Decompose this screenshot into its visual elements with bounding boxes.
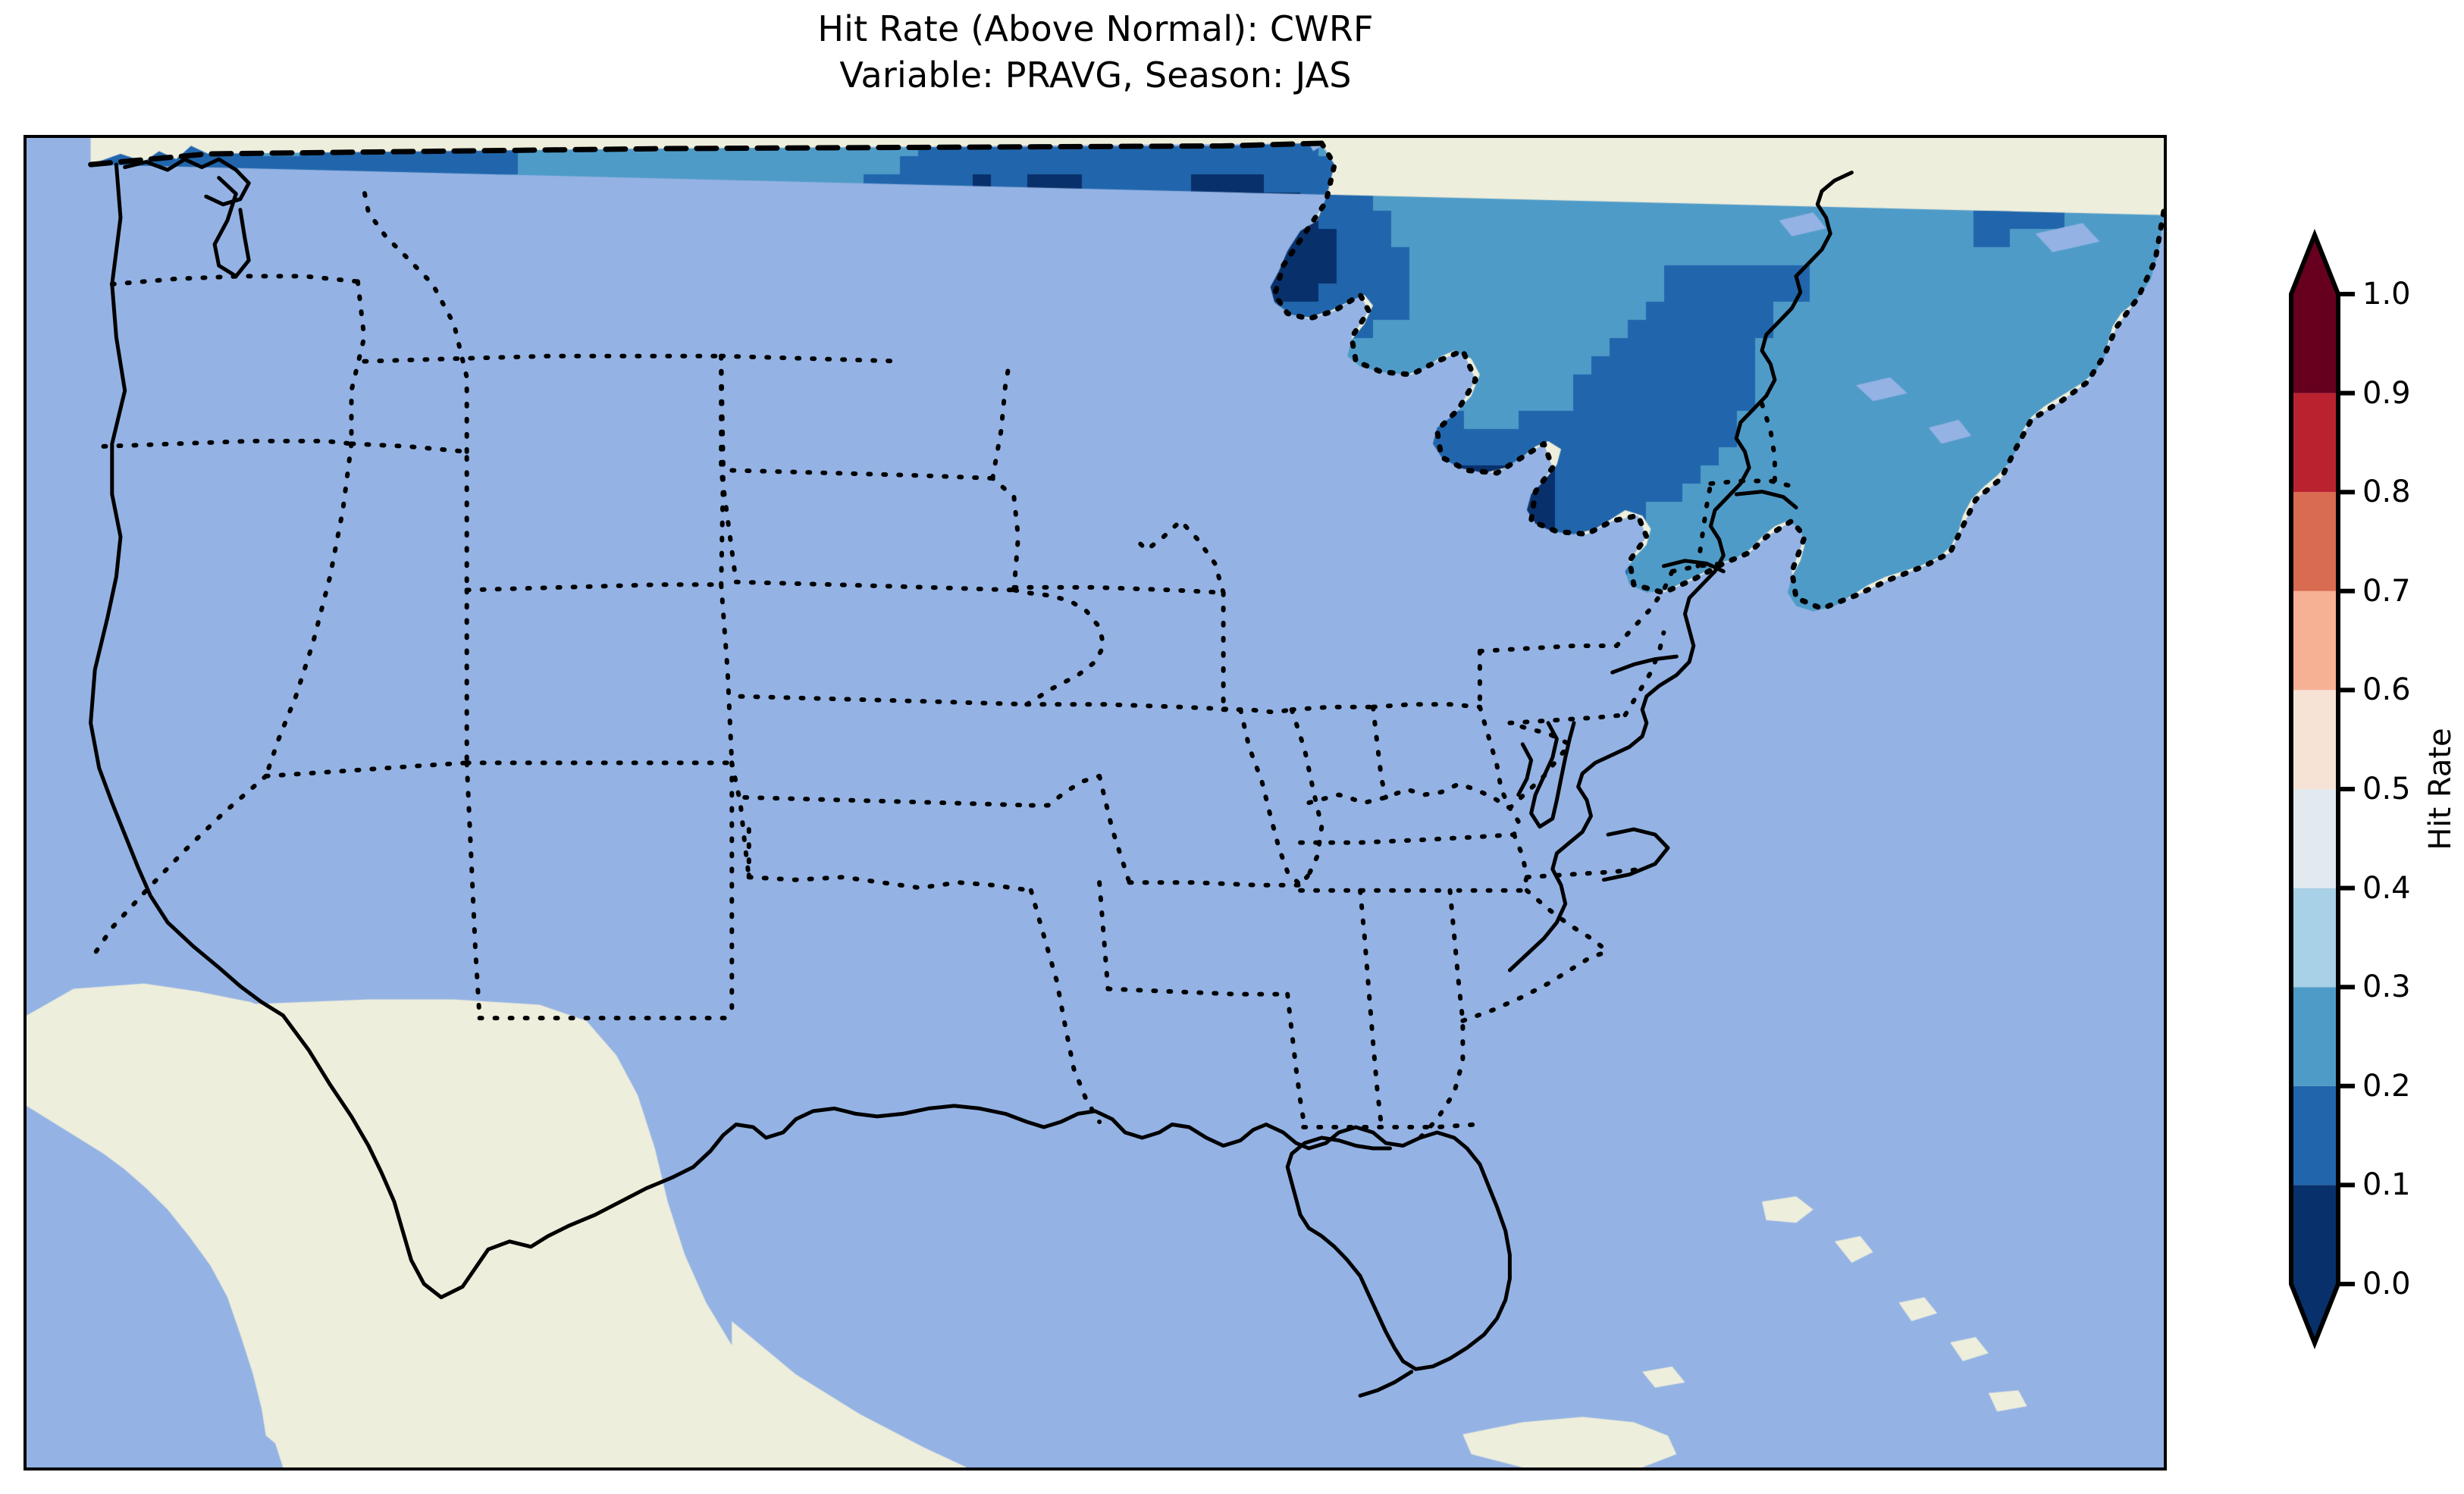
map-boundaries-layer	[88, 140, 2164, 1398]
colorbar-axis-label: Hit Rate	[2423, 728, 2458, 850]
colorbar-tick-0-8: 0.8	[2362, 475, 2411, 510]
title-line-1: Hit Rate (Above Normal): CWRF	[817, 8, 1374, 49]
colorbar-tick-0-5: 0.5	[2362, 772, 2411, 807]
title-line-2: Variable: PRAVG, Season: JAS	[839, 54, 1352, 96]
map-plot-area	[24, 135, 2167, 1471]
colorbar-tick-0-9: 0.9	[2362, 375, 2411, 411]
colorbar-tick-0-0: 0.0	[2362, 1267, 2411, 1301]
colorbar-tick-0-3: 0.3	[2362, 969, 2411, 1005]
colorbar-tick-0-1: 0.1	[2362, 1167, 2411, 1203]
colorbar-tick-0-7: 0.7	[2362, 573, 2411, 609]
colorbar-tick-1-0: 1.0	[2362, 277, 2411, 312]
colorbar-bands	[2289, 228, 2355, 1350]
colorbar-tick-0-4: 0.4	[2362, 870, 2411, 906]
colorbar	[2289, 228, 2355, 1350]
colorbar-tick-0-6: 0.6	[2362, 672, 2411, 708]
page-title: Hit Rate (Above Normal): CWRF Variable: …	[0, 6, 2191, 98]
colorbar-tick-0-2: 0.2	[2362, 1068, 2411, 1104]
colorbar-tick-labels: 1.0 0.9 0.8 0.7 0.6 0.5 0.4 0.3 0.2 0.1 0.0	[2362, 277, 2461, 1301]
